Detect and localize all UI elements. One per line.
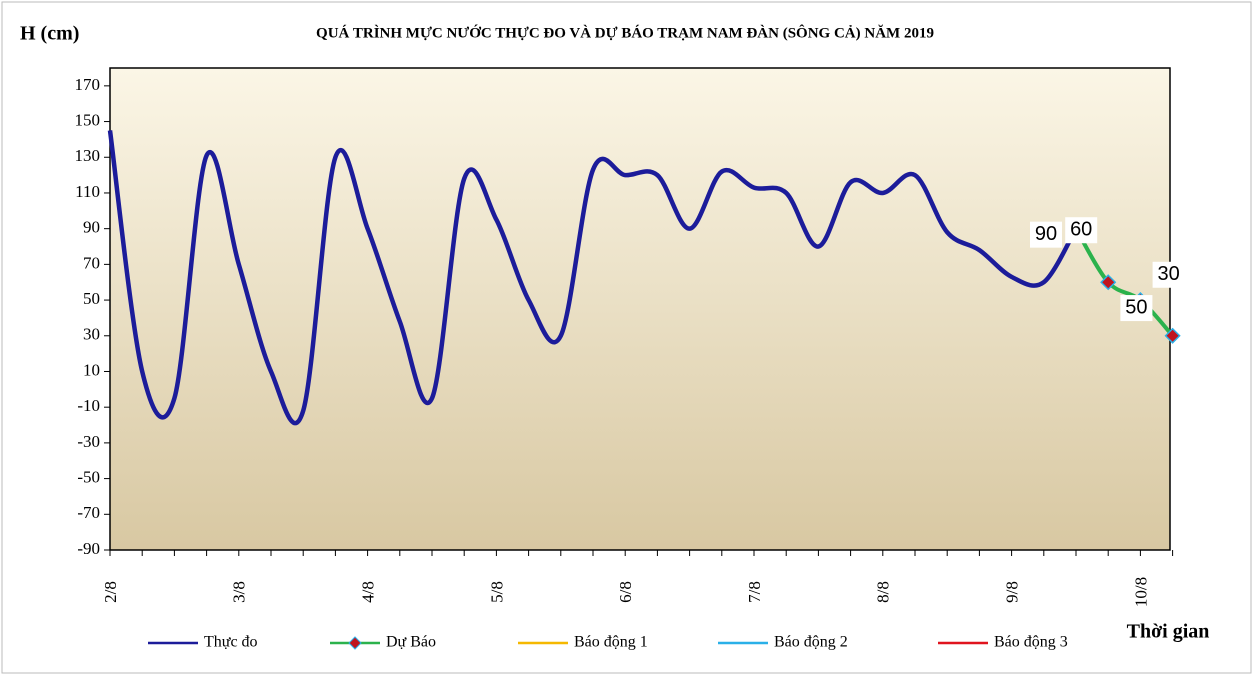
legend-label: Báo động 3 <box>994 634 1068 651</box>
y-tick-label: 70 <box>83 253 100 272</box>
x-tick-label: 2/8 <box>101 581 120 603</box>
y-tick-label: -30 <box>77 432 100 451</box>
y-tick-label: 130 <box>75 146 101 165</box>
marker <box>1164 327 1181 344</box>
x-tick-label: 10/8 <box>1131 577 1150 607</box>
y-tick-label: -50 <box>77 467 100 486</box>
x-tick-label: 9/8 <box>1003 581 1022 603</box>
y-tick-label: 10 <box>83 360 100 379</box>
data-label-box <box>1120 295 1153 322</box>
x-tick-label: 3/8 <box>230 581 249 603</box>
x-tick-label: 4/8 <box>359 581 378 603</box>
y-tick-label: 90 <box>83 218 100 237</box>
chart-title: QUÁ TRÌNH MỰC NƯỚC THỰC ĐO VÀ DỰ BÁO TRẠ… <box>316 24 934 41</box>
legend-label: Dự Báo <box>386 634 436 651</box>
series-line <box>107 130 1078 426</box>
legend-label: Báo động 1 <box>574 634 648 651</box>
data-label-box <box>1152 261 1185 288</box>
data-label: 90 <box>1035 223 1057 245</box>
x-tick-label: 8/8 <box>874 581 893 603</box>
y-tick-label: -10 <box>77 396 100 415</box>
y-tick-label: 30 <box>83 325 100 344</box>
y-tick-label: 150 <box>75 110 101 129</box>
data-label: 30 <box>1157 263 1179 285</box>
y-axis-label: H (cm) <box>20 23 79 45</box>
data-label-box <box>1030 221 1062 248</box>
x-tick-label: 6/8 <box>616 581 635 603</box>
data-label: 60 <box>1070 219 1092 241</box>
y-tick-label: 50 <box>83 289 100 308</box>
marker <box>1100 274 1117 291</box>
y-tick-label: -70 <box>77 503 100 522</box>
x-tick-label: 7/8 <box>745 581 764 603</box>
data-label-box <box>1065 217 1098 244</box>
legend-label: Báo động 2 <box>774 634 848 651</box>
data-label: 50 <box>1125 296 1147 318</box>
x-tick-label: 5/8 <box>487 581 506 603</box>
x-axis-label: Thời gian <box>1127 621 1210 643</box>
y-tick-label: -90 <box>77 539 100 558</box>
series-line <box>1074 227 1175 338</box>
plot-area <box>109 67 1171 551</box>
y-tick-label: 110 <box>75 182 100 201</box>
legend-marker <box>348 636 362 650</box>
y-tick-label: 170 <box>75 75 101 94</box>
legend-label: Thực đo <box>204 634 258 651</box>
